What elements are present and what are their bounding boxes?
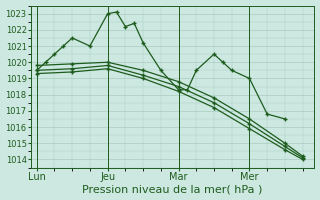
X-axis label: Pression niveau de la mer( hPa ): Pression niveau de la mer( hPa ) <box>83 184 263 194</box>
